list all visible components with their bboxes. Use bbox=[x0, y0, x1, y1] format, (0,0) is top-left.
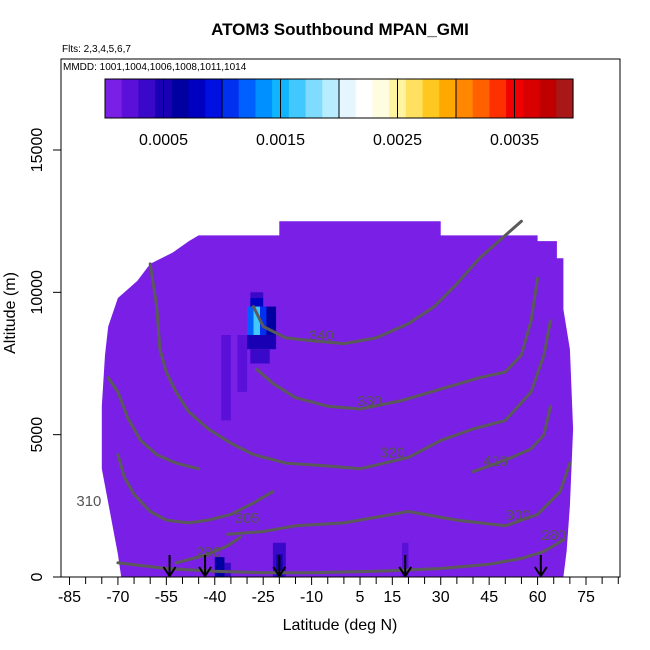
contour-label: 290 bbox=[196, 544, 221, 561]
x-tick-label: -40 bbox=[203, 589, 226, 606]
colorbar-tick-label: 0.0035 bbox=[490, 132, 539, 149]
y-tick-label: 10000 bbox=[29, 270, 46, 315]
x-tick-label: -85 bbox=[58, 589, 81, 606]
flight-markers bbox=[162, 555, 548, 578]
colorbar-swatch bbox=[288, 79, 307, 118]
plot-frame bbox=[60, 58, 621, 578]
heatmap-cell bbox=[237, 335, 248, 392]
contour-line bbox=[255, 276, 540, 411]
heatmap-cell bbox=[247, 335, 277, 350]
colorbar-swatch bbox=[489, 79, 507, 118]
colorbar-tick-label: 0.0025 bbox=[373, 132, 422, 149]
contour-line bbox=[116, 538, 565, 575]
colorbar-swatch bbox=[322, 79, 340, 118]
heatmap-cell bbox=[260, 306, 267, 336]
colorbar-tick-label: 0.0005 bbox=[139, 132, 188, 149]
colorbar-swatch bbox=[105, 79, 123, 118]
contour-line bbox=[226, 461, 572, 536]
flight-marker-head bbox=[533, 566, 548, 578]
colorbar-swatch bbox=[238, 79, 257, 118]
colorbar-swatch bbox=[355, 79, 374, 118]
heatmap-cell bbox=[250, 292, 264, 298]
colorbar-swatches bbox=[105, 79, 574, 118]
colorbar: 0.0005 0.0015 0.0025 0.0035 bbox=[104, 78, 574, 149]
colorbar-swatch bbox=[372, 79, 390, 118]
heatmap-cell bbox=[250, 298, 264, 307]
colorbar-frame bbox=[104, 78, 574, 119]
colorbar-dividers bbox=[163, 79, 515, 118]
heatmap-cell bbox=[253, 306, 260, 336]
colorbar-swatch bbox=[522, 79, 541, 118]
heatmap-domain bbox=[101, 221, 574, 577]
contour-label: 330 bbox=[357, 393, 382, 410]
colorbar-swatch bbox=[539, 79, 557, 118]
colorbar-swatch bbox=[556, 79, 574, 118]
contour-label: 280 bbox=[541, 527, 566, 544]
colorbar-swatch bbox=[456, 79, 474, 118]
x-tick-label: 30 bbox=[432, 589, 450, 606]
contour-line bbox=[252, 219, 523, 346]
colorbar-swatch bbox=[188, 79, 206, 118]
contour-label: 410 bbox=[483, 453, 508, 470]
contour-label: 340 bbox=[309, 328, 334, 345]
colorbar-swatch bbox=[405, 79, 424, 118]
colorbar-swatch bbox=[121, 79, 140, 118]
heatmap-cell bbox=[214, 557, 225, 577]
contour-labels: 280 290 300 305 310 320 410 330 340 bbox=[76, 328, 566, 561]
x-axis-label: Latitude (deg N) bbox=[283, 617, 398, 634]
y-axis-label: Altitude (m) bbox=[2, 272, 19, 354]
flights-note: Flts: 2,3,4,5,6,7 bbox=[62, 44, 131, 55]
contour-label: 300 bbox=[506, 507, 531, 524]
contour-line bbox=[471, 404, 552, 474]
flight-marker-head bbox=[198, 566, 212, 578]
colorbar-swatch bbox=[138, 79, 156, 118]
x-tick-label: 60 bbox=[529, 589, 547, 606]
flight-marker-head bbox=[398, 566, 413, 578]
contour-line bbox=[116, 453, 275, 525]
y-tick-label: 0 bbox=[29, 572, 46, 581]
dates-note: MMDD: 1001,1004,1006,1008,1011,1014 bbox=[63, 62, 247, 73]
contour-line bbox=[148, 262, 552, 471]
x-tick-label: -10 bbox=[300, 589, 323, 606]
colorbar-swatch bbox=[305, 79, 323, 118]
colorbar-swatch bbox=[205, 79, 223, 118]
heatmap-cell bbox=[250, 349, 270, 364]
x-tick-label: 45 bbox=[480, 589, 498, 606]
contour-label: 320 bbox=[380, 444, 405, 461]
heatmap-cell bbox=[247, 306, 254, 336]
heatmap-cell bbox=[224, 562, 231, 577]
y-tick-label: 5000 bbox=[29, 417, 46, 453]
x-axis: -85 -70 -55 -40 -25 -10 5 15 30 45 60 75 bbox=[58, 577, 619, 606]
colorbar-swatch bbox=[422, 79, 440, 118]
x-tick-label: -55 bbox=[155, 589, 178, 606]
contour-label: 310 bbox=[76, 493, 101, 510]
y-tick-label: 15000 bbox=[29, 128, 46, 173]
colorbar-tick-labels: 0.0005 0.0015 0.0025 0.0035 bbox=[139, 132, 539, 149]
heatmap-cell bbox=[266, 306, 277, 336]
x-tick-label: -70 bbox=[106, 589, 129, 606]
x-tick-label: 5 bbox=[356, 589, 365, 606]
colorbar-tick-label: 0.0015 bbox=[256, 132, 305, 149]
contour-line bbox=[174, 535, 243, 565]
colorbar-swatch bbox=[255, 79, 273, 118]
flight-marker-head bbox=[162, 566, 177, 578]
colorbar-swatch bbox=[439, 79, 457, 118]
x-tick-label: 75 bbox=[577, 589, 595, 606]
contour-lines bbox=[106, 219, 572, 575]
colorbar-swatch bbox=[339, 79, 357, 118]
colorbar-swatch bbox=[171, 79, 190, 118]
contour-line bbox=[106, 376, 201, 471]
contour-label: 305 bbox=[234, 510, 259, 527]
chart-title: ATOM3 Southbound MPAN_GMI bbox=[211, 20, 469, 39]
x-tick-label: -25 bbox=[252, 589, 275, 606]
heatmap-cell bbox=[221, 335, 231, 421]
colorbar-swatch bbox=[472, 79, 491, 118]
x-tick-label: 15 bbox=[383, 589, 401, 606]
y-axis: 0 5000 10000 15000 bbox=[29, 128, 61, 581]
flight-marker-head bbox=[272, 566, 287, 578]
colorbar-swatch bbox=[222, 79, 240, 118]
